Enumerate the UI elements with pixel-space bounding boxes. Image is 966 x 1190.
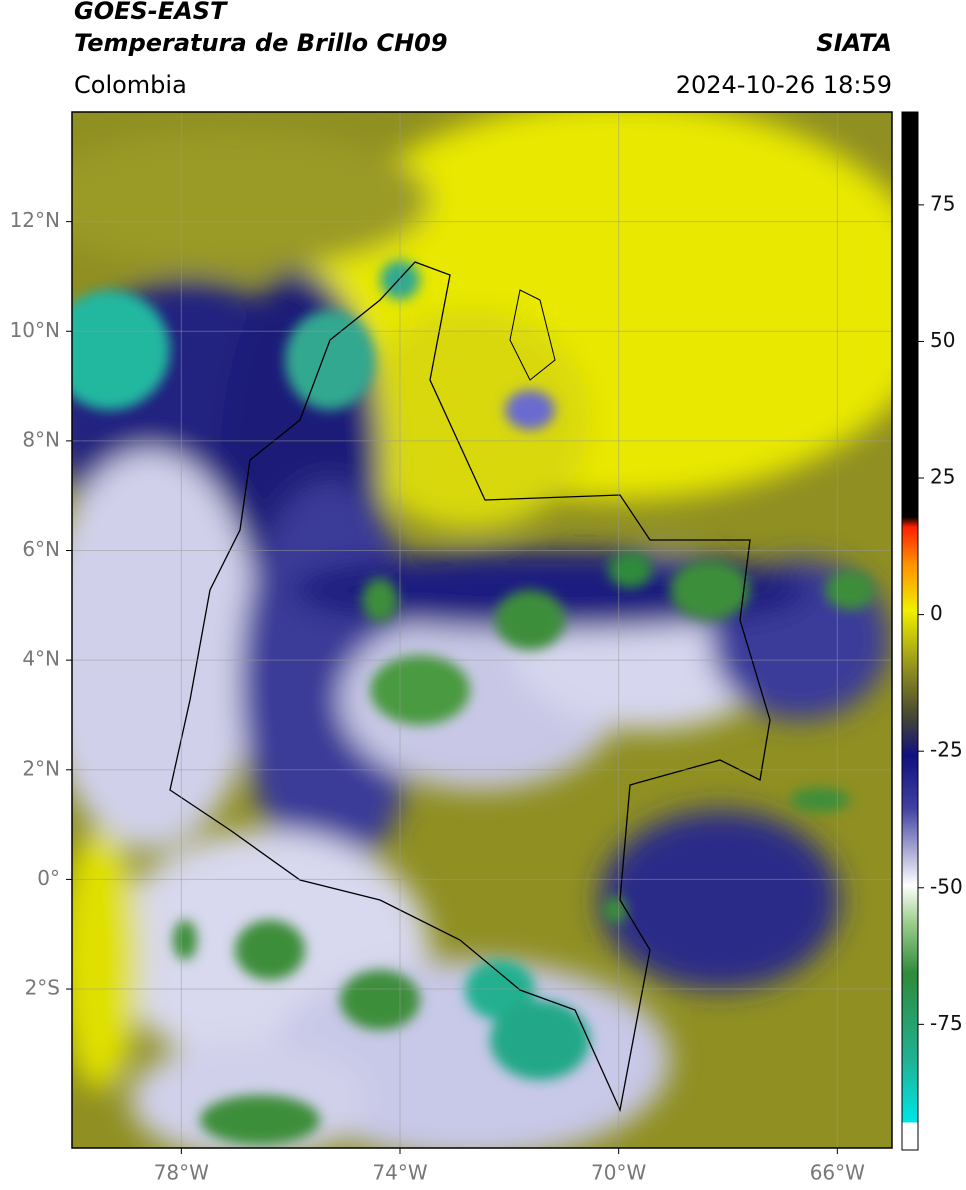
x-tick-label: 78°W <box>154 1161 209 1185</box>
y-tick-label: 8°N <box>22 427 60 451</box>
colorbar-label: -50 <box>930 874 963 898</box>
y-tick-label: 10°N <box>10 318 60 342</box>
y-tick-label: 2°S <box>25 976 60 1000</box>
y-tick-label: 0° <box>37 866 60 890</box>
title: GOES-EAST <box>74 0 228 25</box>
y-tick-label: 6°N <box>22 537 60 561</box>
region: Colombia <box>74 71 187 99</box>
source: SIATA <box>816 29 892 57</box>
colorbar-label: 50 <box>930 328 955 352</box>
colorbar-label: 75 <box>930 191 955 215</box>
subtitle: Temperatura de Brillo CH09 <box>74 29 448 57</box>
colorbar-label: 25 <box>930 465 955 489</box>
y-tick-label: 12°N <box>10 208 60 232</box>
colorbar-label: -25 <box>930 738 963 762</box>
x-tick-label: 70°W <box>591 1161 646 1185</box>
satellite-image <box>72 112 892 1148</box>
datetime: 2024-10-26 18:59 <box>676 71 892 99</box>
colorbar <box>901 111 919 1151</box>
border <box>169 261 771 1113</box>
y-tick-label: 4°N <box>22 647 60 671</box>
map-frame <box>71 111 893 1149</box>
colorbar-label: -75 <box>930 1011 963 1035</box>
x-tick-label: 66°W <box>810 1161 865 1185</box>
y-tick-label: 2°N <box>22 756 60 780</box>
colorbar-label: 0 <box>930 601 943 625</box>
x-tick-label: 74°W <box>372 1161 427 1185</box>
